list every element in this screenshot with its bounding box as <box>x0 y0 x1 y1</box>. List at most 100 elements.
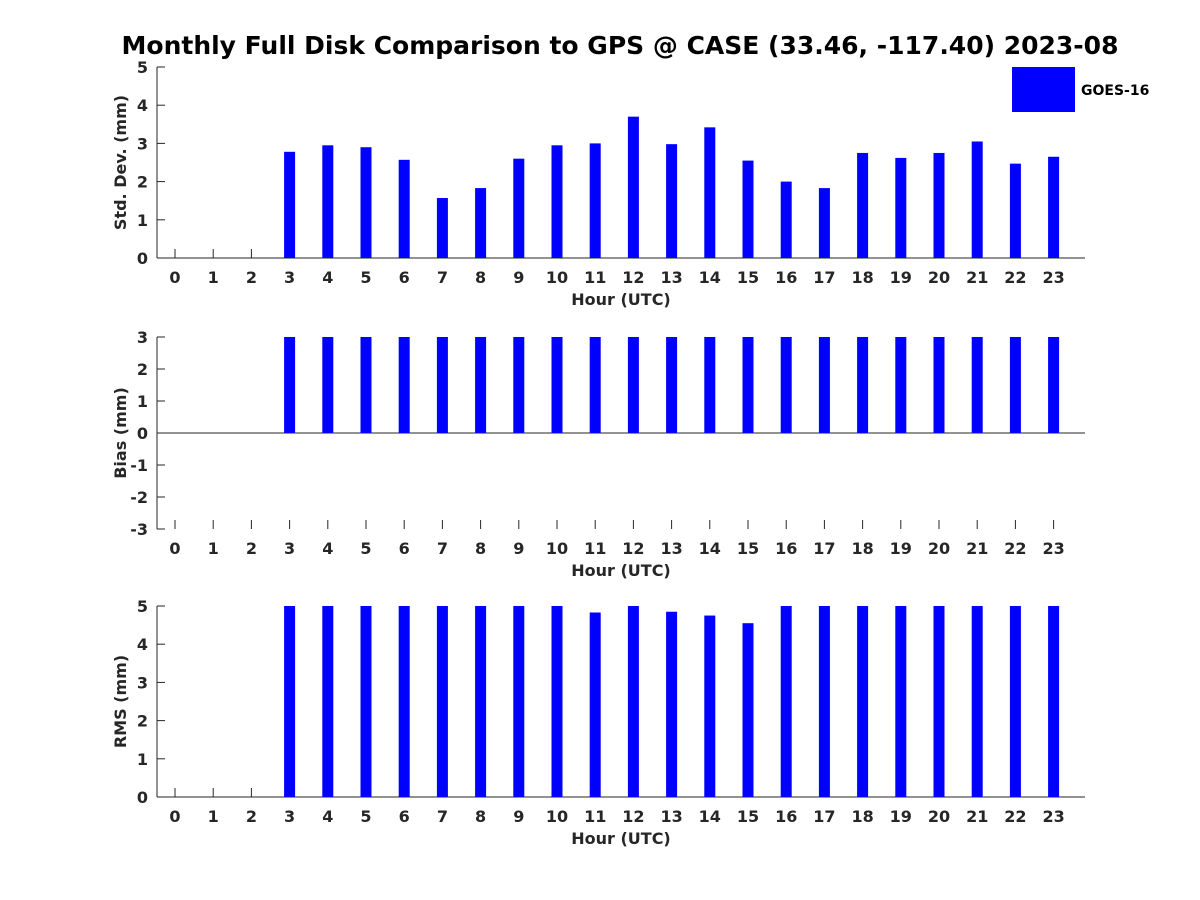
bar-std-dev-hour-10 <box>551 145 563 258</box>
x-axis-label: Hour (UTC) <box>571 290 671 309</box>
x-tick-label: 9 <box>513 807 524 826</box>
bar-std-dev-hour-22 <box>1009 163 1021 258</box>
bar-bias-hour-3 <box>284 337 296 433</box>
bar-std-dev-hour-23 <box>1048 156 1060 258</box>
bar-std-dev-hour-19 <box>895 157 907 258</box>
x-tick-label: 1 <box>208 539 219 558</box>
bar-rms-hour-14 <box>704 615 716 797</box>
bar-rms-hour-7 <box>436 606 448 797</box>
x-tick-label: 5 <box>360 268 371 287</box>
bar-bias-hour-17 <box>818 337 830 433</box>
y-tick-label: 0 <box>137 424 148 443</box>
bar-bias-hour-20 <box>933 337 945 433</box>
x-tick-label: 2 <box>246 539 257 558</box>
x-tick-label: 12 <box>622 807 644 826</box>
x-tick-label: 3 <box>284 539 295 558</box>
y-tick-label: 3 <box>137 134 148 153</box>
bar-bias-hour-13 <box>666 337 678 433</box>
x-tick-label: 0 <box>169 807 180 826</box>
x-tick-label: 12 <box>622 268 644 287</box>
x-tick-label: 1 <box>208 807 219 826</box>
bar-std-dev-hour-14 <box>704 127 716 258</box>
x-tick-label: 19 <box>890 539 912 558</box>
x-tick-label: 14 <box>699 539 721 558</box>
bar-rms-hour-10 <box>551 606 563 797</box>
bar-std-dev-hour-13 <box>666 144 678 258</box>
x-tick-label: 7 <box>437 539 448 558</box>
bar-bias-hour-12 <box>627 337 639 433</box>
y-tick-label: 2 <box>137 360 148 379</box>
bar-std-dev-hour-21 <box>971 141 983 258</box>
x-tick-label: 20 <box>928 268 950 287</box>
bar-std-dev-hour-6 <box>398 159 410 258</box>
bar-rms-hour-11 <box>589 612 601 797</box>
x-tick-label: 10 <box>546 807 568 826</box>
y-tick-label: -1 <box>130 456 148 475</box>
x-tick-label: 17 <box>813 539 835 558</box>
bar-bias-hour-18 <box>857 337 869 433</box>
y-tick-label: 5 <box>137 597 148 616</box>
x-tick-label: 5 <box>360 807 371 826</box>
y-axis-label: Bias (mm) <box>111 387 130 479</box>
legend-label: GOES-16 <box>1081 83 1149 99</box>
x-tick-label: 16 <box>775 807 797 826</box>
y-tick-label: 4 <box>137 635 148 654</box>
x-tick-label: 8 <box>475 807 486 826</box>
bar-bias-hour-6 <box>398 337 410 433</box>
x-tick-label: 7 <box>437 268 448 287</box>
x-axis-label: Hour (UTC) <box>571 561 671 580</box>
bar-rms-hour-21 <box>971 606 983 797</box>
bar-bias-hour-16 <box>780 337 792 433</box>
bar-bias-hour-8 <box>475 337 487 433</box>
x-tick-label: 17 <box>813 807 835 826</box>
x-tick-label: 15 <box>737 539 759 558</box>
x-tick-label: 21 <box>966 807 988 826</box>
bar-rms-hour-20 <box>933 606 945 797</box>
bar-bias-hour-10 <box>551 337 563 433</box>
bar-rms-hour-15 <box>742 623 754 797</box>
x-tick-label: 13 <box>660 539 682 558</box>
x-tick-label: 8 <box>475 539 486 558</box>
x-tick-label: 2 <box>246 807 257 826</box>
bar-std-dev-hour-4 <box>322 145 334 258</box>
bar-std-dev-hour-7 <box>436 198 448 258</box>
x-tick-label: 4 <box>322 268 333 287</box>
x-tick-label: 23 <box>1042 539 1064 558</box>
y-tick-label: 4 <box>137 96 148 115</box>
x-tick-label: 23 <box>1042 268 1064 287</box>
x-tick-label: 11 <box>584 807 606 826</box>
y-axis-label: Std. Dev. (mm) <box>111 95 130 230</box>
bar-rms-hour-6 <box>398 606 410 797</box>
x-tick-label: 4 <box>322 539 333 558</box>
x-tick-label: 14 <box>699 807 721 826</box>
legend-swatch <box>1012 67 1075 112</box>
x-tick-label: 8 <box>475 268 486 287</box>
x-tick-label: 11 <box>584 539 606 558</box>
bar-std-dev-hour-11 <box>589 143 601 258</box>
x-tick-label: 6 <box>399 268 410 287</box>
bar-rms-hour-12 <box>627 606 639 797</box>
x-tick-label: 18 <box>851 539 873 558</box>
bar-rms-hour-4 <box>322 606 334 797</box>
y-tick-label: 0 <box>137 249 148 268</box>
bar-std-dev-hour-12 <box>627 116 639 258</box>
x-tick-label: 10 <box>546 539 568 558</box>
y-tick-label: 1 <box>137 211 148 230</box>
x-tick-label: 13 <box>660 807 682 826</box>
bar-rms-hour-16 <box>780 606 792 797</box>
y-axis-label: RMS (mm) <box>111 655 130 748</box>
bar-bias-hour-22 <box>1009 337 1021 433</box>
y-tick-label: 2 <box>137 173 148 192</box>
y-tick-label: 0 <box>137 788 148 807</box>
bar-rms-hour-19 <box>895 606 907 797</box>
bar-rms-hour-3 <box>284 606 296 797</box>
x-tick-label: 23 <box>1042 807 1064 826</box>
y-tick-label: -3 <box>130 520 148 539</box>
bar-bias-hour-5 <box>360 337 372 433</box>
bar-rms-hour-22 <box>1009 606 1021 797</box>
bar-std-dev-hour-15 <box>742 160 754 258</box>
x-tick-label: 21 <box>966 539 988 558</box>
